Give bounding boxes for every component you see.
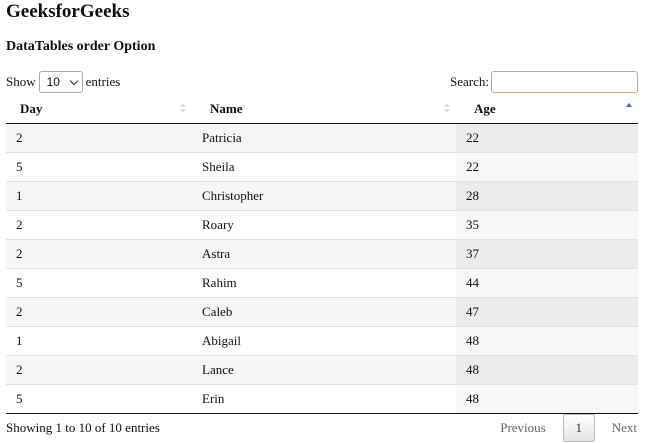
sort-ascending-icon xyxy=(626,103,633,115)
search-control: Search: xyxy=(450,71,638,93)
cell-age: 35 xyxy=(456,210,638,240)
cell-name: Erin xyxy=(192,384,456,414)
cell-day: 5 xyxy=(6,152,192,182)
column-header-label: Name xyxy=(210,101,243,116)
cell-day: 2 xyxy=(6,239,192,269)
table-row: 5 Rahim 44 xyxy=(6,268,638,298)
next-button[interactable]: Next xyxy=(611,420,637,435)
cell-age: 48 xyxy=(456,384,638,414)
cell-age: 48 xyxy=(456,355,638,385)
cell-day: 2 xyxy=(6,123,192,153)
cell-age: 47 xyxy=(456,297,638,327)
table-row: 2 Roary 35 xyxy=(6,210,638,240)
cell-day: 2 xyxy=(6,210,192,240)
table-row: 2 Patricia 22 xyxy=(6,123,638,153)
pagination: Previous 1 Next xyxy=(500,414,637,442)
table-row: 5 Sheila 22 xyxy=(6,152,638,182)
cell-name: Christopher xyxy=(192,181,456,211)
cell-age: 22 xyxy=(456,123,638,153)
cell-name: Abigail xyxy=(192,326,456,356)
cell-age: 37 xyxy=(456,239,638,269)
table-row: 1 Abigail 48 xyxy=(6,326,638,356)
cell-age: 48 xyxy=(456,326,638,356)
cell-name: Rahim xyxy=(192,268,456,298)
column-header-label: Age xyxy=(474,101,496,116)
table-info: Showing 1 to 10 of 10 entries xyxy=(6,420,160,435)
table-row: 1 Christopher 28 xyxy=(6,181,638,211)
page-button-1[interactable]: 1 xyxy=(562,414,595,442)
cell-age: 28 xyxy=(456,181,638,211)
column-header-age[interactable]: Age xyxy=(456,95,638,124)
search-label: Search: xyxy=(450,74,489,89)
entries-length-control: Show 10 entries xyxy=(6,71,120,93)
cell-day: 2 xyxy=(6,297,192,327)
chevron-down-icon xyxy=(69,76,78,85)
table-row: 2 Lance 48 xyxy=(6,355,638,385)
cell-name: Lance xyxy=(192,355,456,385)
sort-icon xyxy=(180,103,187,115)
sort-icon xyxy=(444,103,451,115)
cell-day: 1 xyxy=(6,326,192,356)
table-header-row: Day Name Age xyxy=(6,95,638,124)
cell-name: Caleb xyxy=(192,297,456,327)
cell-day: 5 xyxy=(6,384,192,414)
column-header-day[interactable]: Day xyxy=(6,95,192,124)
cell-day: 1 xyxy=(6,181,192,211)
table-row: 2 Astra 37 xyxy=(6,239,638,269)
table-row: 5 Erin 48 xyxy=(6,384,638,414)
cell-age: 22 xyxy=(456,152,638,182)
entries-select-value: 10 xyxy=(46,75,60,89)
cell-name: Roary xyxy=(192,210,456,240)
cell-name: Patricia xyxy=(192,123,456,153)
page-subtitle: DataTables order Option xyxy=(6,39,156,54)
cell-name: Sheila xyxy=(192,152,456,182)
cell-day: 5 xyxy=(6,268,192,298)
cell-age: 44 xyxy=(456,268,638,298)
table-row: 2 Caleb 47 xyxy=(6,297,638,327)
show-label: Show xyxy=(6,74,36,89)
data-table: Day Name Age 2 Patricia 22 5 Sheila 22 1 xyxy=(6,95,638,414)
cell-name: Astra xyxy=(192,239,456,269)
previous-button[interactable]: Previous xyxy=(500,420,546,435)
search-input[interactable] xyxy=(491,71,638,93)
entries-select[interactable]: 10 xyxy=(38,71,83,93)
column-header-name[interactable]: Name xyxy=(192,95,456,124)
entries-label: entries xyxy=(85,74,121,89)
page-title: GeeksforGeeks xyxy=(6,1,130,22)
column-header-label: Day xyxy=(20,101,43,116)
cell-day: 2 xyxy=(6,355,192,385)
